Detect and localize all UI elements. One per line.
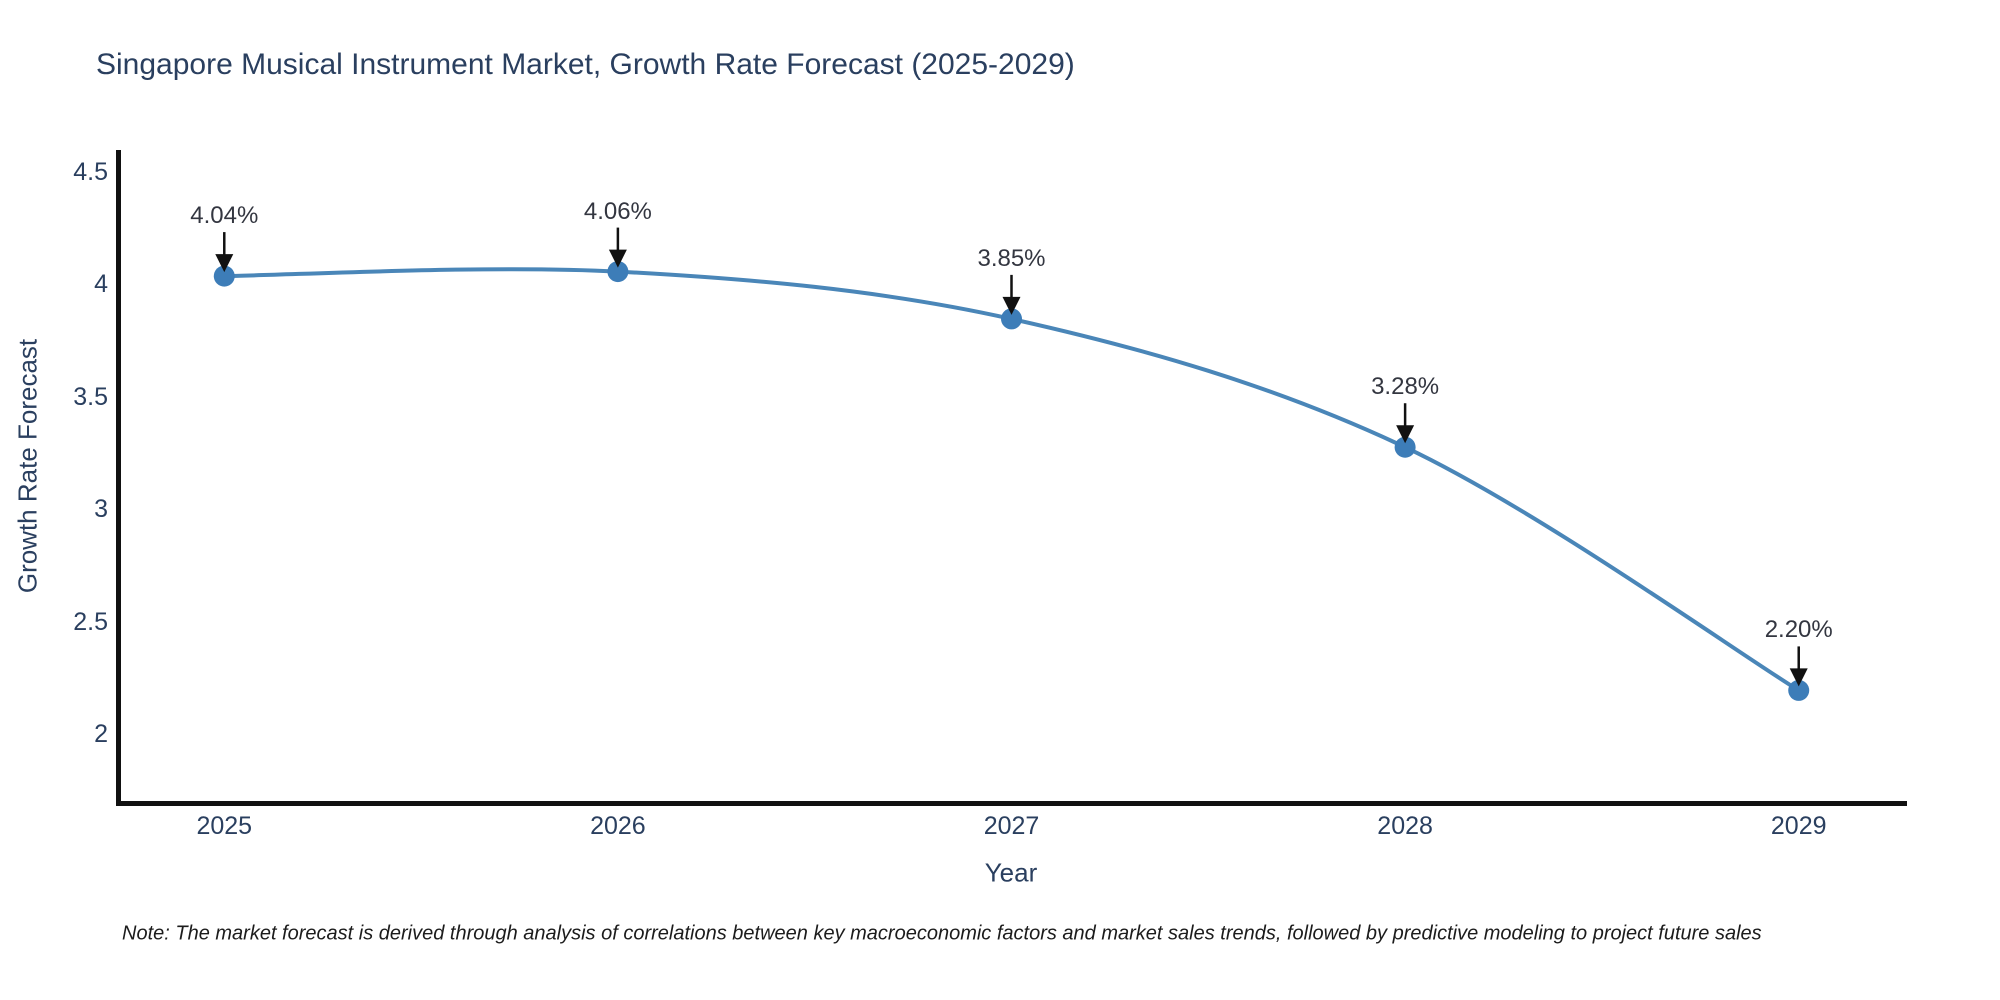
- data-point-marker[interactable]: [1394, 436, 1416, 458]
- data-label: 2.20%: [1764, 616, 1833, 644]
- y-tick-label: 3: [94, 495, 108, 524]
- x-tick-label: 2028: [1377, 812, 1433, 840]
- y-tick-label: 2.5: [73, 607, 108, 636]
- chart-title: Singapore Musical Instrument Market, Gro…: [96, 48, 1075, 81]
- data-label: 4.04%: [190, 202, 259, 230]
- annotation-arrowhead-icon: [608, 249, 627, 268]
- x-tick-label: 2027: [983, 812, 1040, 840]
- x-tick-label: 2025: [196, 812, 253, 840]
- annotation-arrowhead-icon: [1789, 668, 1808, 687]
- data-label: 3.28%: [1371, 373, 1440, 401]
- footnote: Note: The market forecast is derived thr…: [122, 922, 1762, 945]
- y-tick-label: 2: [94, 720, 108, 749]
- annotation-arrowhead-icon: [1002, 296, 1021, 315]
- data-point-marker[interactable]: [607, 261, 629, 283]
- y-tick-label: 3.5: [73, 382, 108, 411]
- trend-line: [222, 267, 1801, 693]
- x-axis-spine: [116, 801, 1907, 806]
- x-tick-label: 2029: [1770, 812, 1827, 840]
- data-point-marker[interactable]: [1001, 308, 1022, 330]
- y-axis-spine: [116, 150, 121, 805]
- data-label: 4.06%: [583, 197, 652, 225]
- y-tick-label: 4.5: [73, 157, 108, 186]
- data-label: 3.85%: [977, 244, 1046, 272]
- x-axis-title: Year: [984, 857, 1038, 888]
- x-tick-label: 2026: [590, 812, 646, 840]
- data-point-marker[interactable]: [1788, 679, 1810, 701]
- data-point-marker[interactable]: [213, 265, 235, 287]
- y-tick-label: 4: [94, 270, 108, 299]
- annotation-arrowhead-icon: [1396, 425, 1415, 444]
- annotation-arrowhead-icon: [215, 254, 234, 273]
